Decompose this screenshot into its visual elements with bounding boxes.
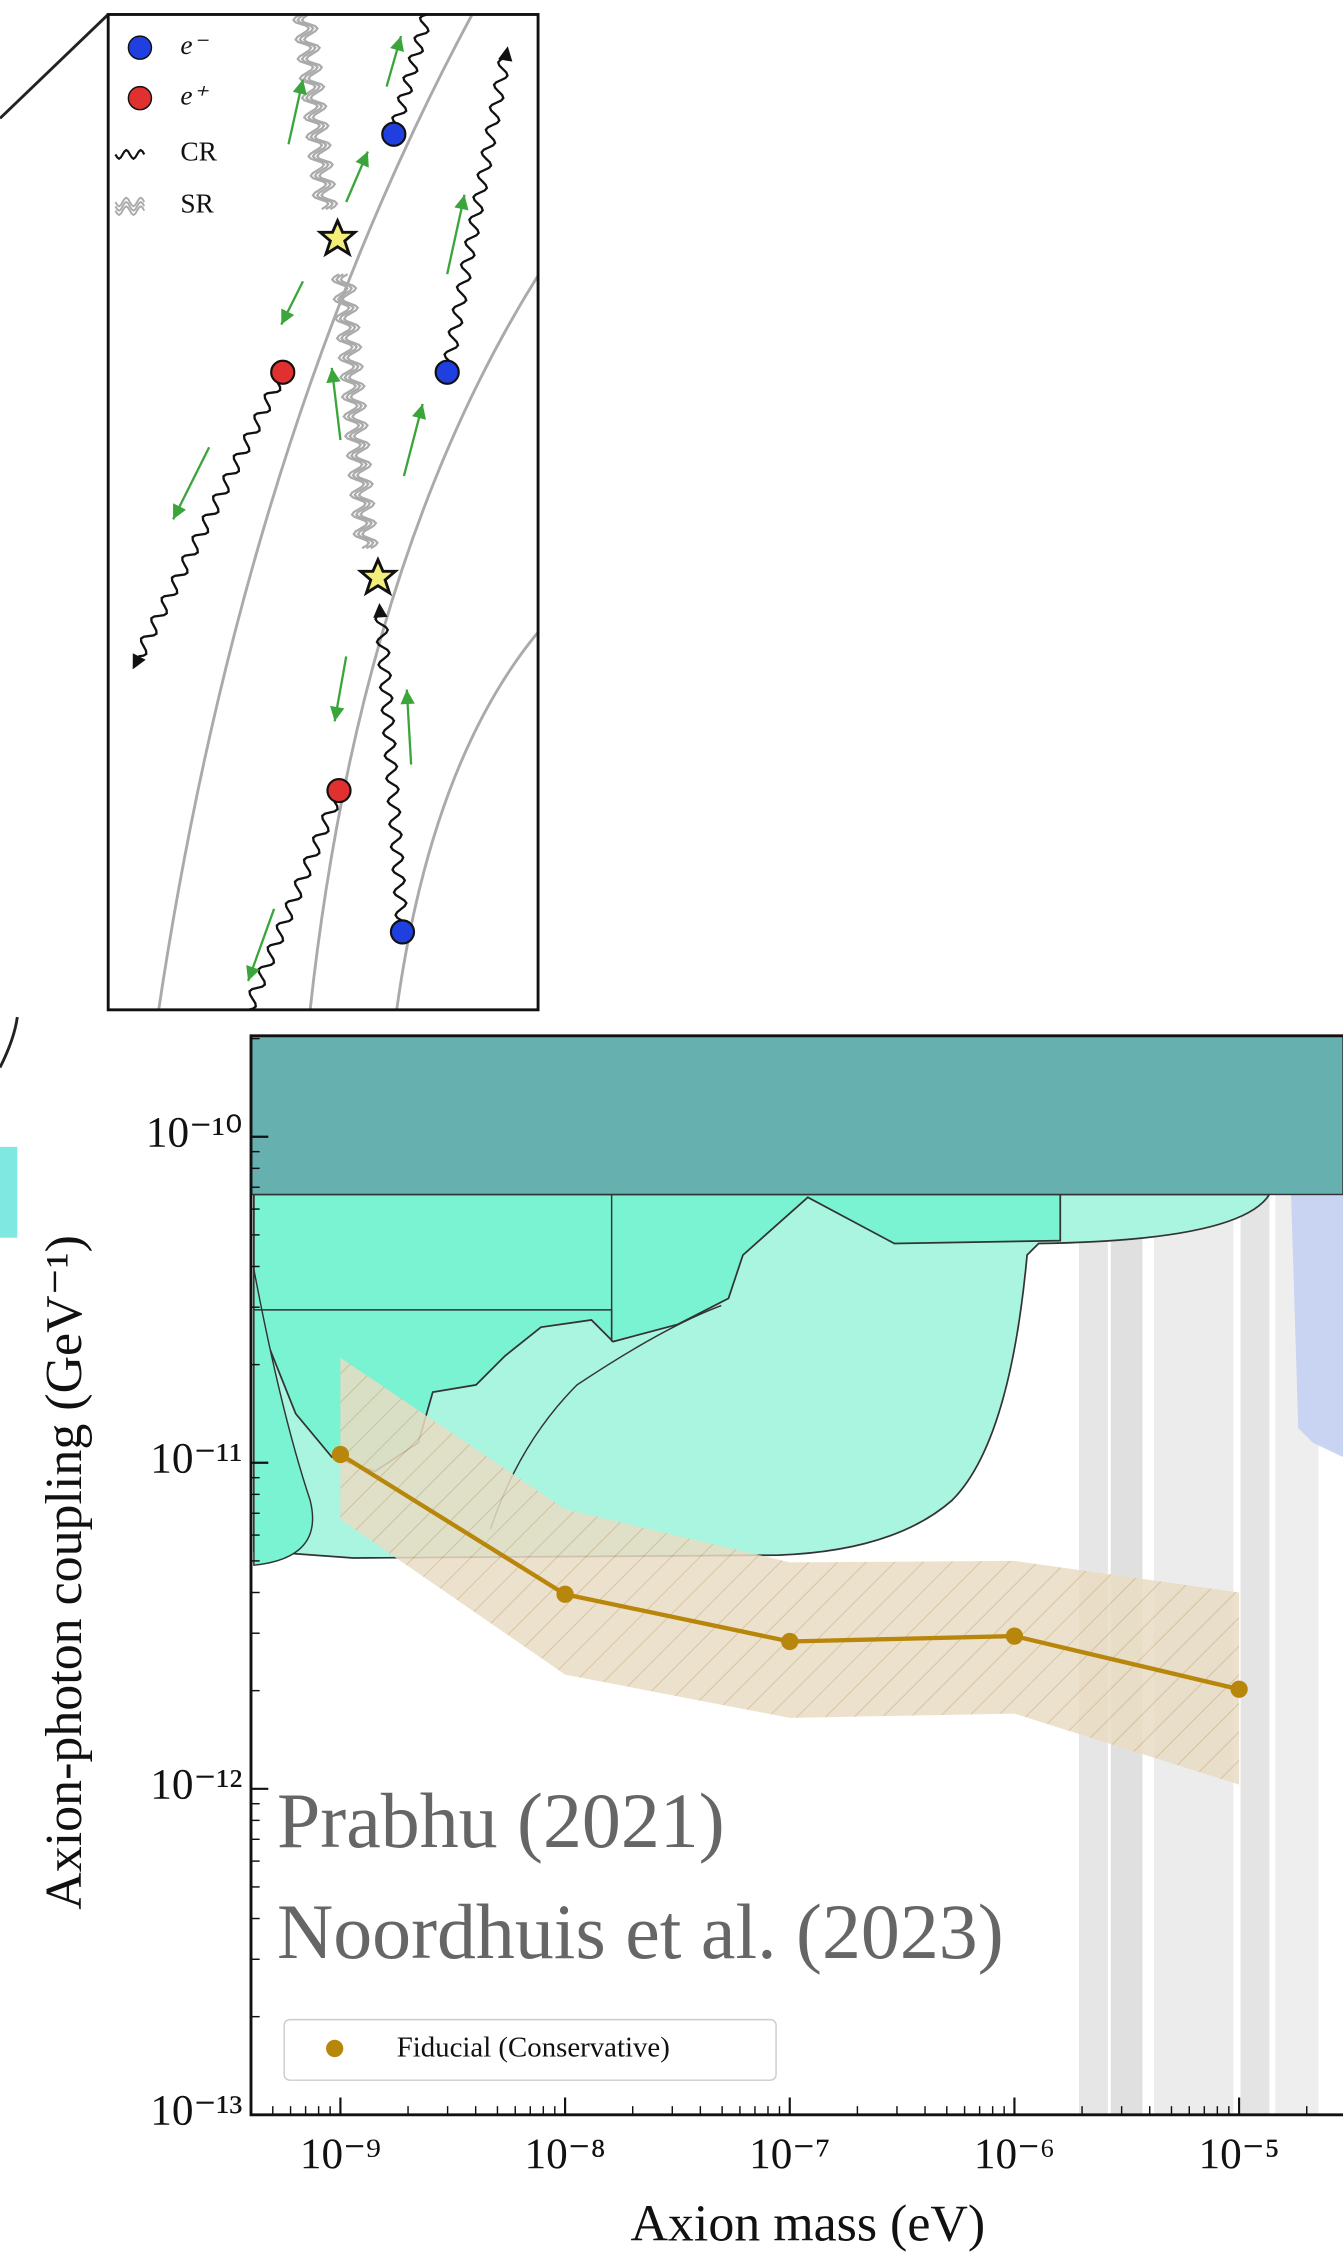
data-point [1230, 1681, 1247, 1698]
x-tick-label: 10⁻⁷ [749, 2130, 830, 2178]
x-tick-label: 10⁻⁹ [300, 2130, 381, 2178]
x-tick-label: 10⁻⁶ [974, 2130, 1055, 2178]
arrow-head [400, 689, 415, 704]
legend-positron [128, 87, 151, 110]
arrow-head [412, 402, 430, 420]
wave [341, 274, 378, 548]
y-axis-label: Axion-photon coupling (GeV⁻¹) [36, 1235, 93, 1910]
legend-label: SR [180, 189, 214, 219]
data-point [332, 1446, 349, 1463]
wave [375, 613, 407, 932]
particles [271, 123, 459, 944]
arrow-head [390, 34, 408, 52]
chart: Prabhu (2021) Noordhuis et al. (2023) Ax… [36, 1036, 1343, 2253]
arrow-head [325, 367, 341, 383]
y-tick-label: 10⁻¹¹ [150, 1435, 242, 1483]
y-tick-label: 10⁻¹³ [150, 2087, 242, 2135]
data-point [556, 1586, 573, 1603]
annotation: Noordhuis et al. (2023) [277, 1889, 1004, 1975]
data-point [781, 1633, 798, 1650]
arrow-head [356, 149, 375, 168]
legend-label: Fiducial (Conservative) [397, 2032, 670, 2064]
legend-label: CR [180, 137, 217, 167]
cut-off-patch [0, 1147, 17, 1238]
legend-electron [128, 36, 151, 59]
connector-line [0, 1017, 17, 1067]
legend-label: e⁻ [180, 30, 209, 60]
wave [138, 372, 282, 656]
wave [392, 14, 428, 134]
arrow-head [454, 193, 471, 210]
wave [337, 274, 374, 548]
figure: e⁻ e⁺ CR SR Prabhu (2021) Noordhuis et a… [0, 0, 1343, 2262]
arrow-head [498, 45, 515, 62]
legend-label: e⁺ [180, 80, 209, 110]
legend-marker [326, 2040, 343, 2057]
diagram: e⁻ e⁺ CR SR [108, 7, 548, 1010]
x-axis-label: Axion mass (eV) [630, 2196, 985, 2253]
x-tick-label: 10⁻⁸ [524, 2130, 605, 2178]
arrow-head [241, 965, 259, 983]
annotation: Prabhu (2021) [277, 1778, 725, 1864]
y-tick-label: 10⁻¹⁰ [146, 1109, 242, 1157]
x-tick-label: 10⁻⁵ [1199, 2130, 1280, 2178]
connector-line [0, 14, 108, 118]
data-point [1006, 1627, 1023, 1644]
y-tick-label: 10⁻¹² [150, 1761, 242, 1809]
arrow-head [372, 603, 387, 618]
wave [445, 58, 508, 372]
arrow-head [167, 503, 186, 522]
arrow-head [275, 308, 294, 327]
wave [115, 150, 144, 159]
